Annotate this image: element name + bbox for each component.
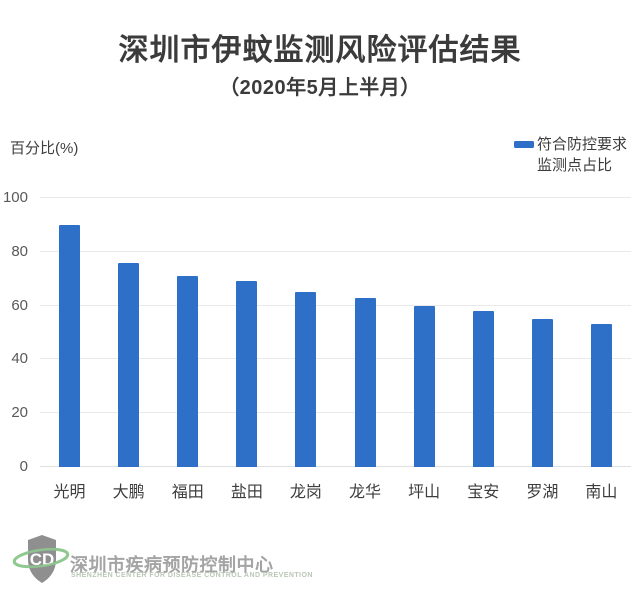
x-tick-label-罗湖: 罗湖 xyxy=(526,484,559,501)
x-tick-label-龙岗: 龙岗 xyxy=(289,484,322,501)
bar-盐田 xyxy=(236,281,258,467)
bar-坪山 xyxy=(413,305,435,467)
x-tick-label-宝安: 宝安 xyxy=(467,484,500,501)
gridline-60 xyxy=(40,304,631,306)
bar-宝安 xyxy=(472,310,494,467)
y-tick-label-60: 60 xyxy=(11,296,28,314)
legend-swatch xyxy=(514,141,534,148)
x-tick-label-大鹏: 大鹏 xyxy=(112,484,145,501)
legend-label-line2: 监测点占比 xyxy=(537,157,613,174)
plot-area: 光明 大鹏 福田 盐田 龙岗 龙华 坪山 宝安 罗湖 南山 0 20 40 60 80 100 xyxy=(3,189,631,501)
x-axis-labels: 光明 大鹏 福田 盐田 龙岗 龙华 坪山 宝安 罗湖 南山 xyxy=(40,478,631,501)
legend-label-line1: 符合防控要求 xyxy=(537,136,628,153)
bar-龙华 xyxy=(354,297,376,467)
bar-龙岗 xyxy=(295,292,317,467)
y-tick-label-0: 0 xyxy=(19,458,28,475)
gridline-40 xyxy=(40,358,631,360)
bar-罗湖 xyxy=(531,319,553,467)
legend-label: 符合防控要求 监测点占比 xyxy=(537,134,627,176)
cdc-shield-logo-icon: CD xyxy=(12,535,70,583)
legend: 符合防控要求 监测点占比 xyxy=(514,134,627,176)
footer: CD 深圳市疾病预防控制中心 SHENZHEN CENTER FOR DISEA… xyxy=(0,528,640,597)
org-name-cn: 深圳市疾病预防控制中心 xyxy=(70,555,274,575)
x-tick-label-龙华: 龙华 xyxy=(349,484,382,501)
page-subtitle: （2020年5月上半月） xyxy=(219,77,421,99)
y-axis-unit-label: 百分比(%) xyxy=(10,140,79,157)
x-tick-label-坪山: 坪山 xyxy=(408,484,441,501)
y-tick-label-100: 100 xyxy=(2,189,28,206)
gridline-20 xyxy=(40,412,631,414)
bar-光明 xyxy=(59,224,81,467)
page-title: 深圳市伊蚊监测风险评估结果 xyxy=(118,34,522,67)
org-name-en: SHENZHEN CENTER FOR DISEASE CONTROL AND … xyxy=(71,572,313,579)
bar-南山 xyxy=(590,324,612,467)
x-tick-label-盐田: 盐田 xyxy=(230,484,263,501)
gridline-100 xyxy=(40,197,631,198)
y-tick-label-20: 20 xyxy=(11,404,28,422)
y-tick-label-80: 80 xyxy=(11,242,28,260)
x-tick-label-福田: 福田 xyxy=(171,484,204,501)
gridline-0 xyxy=(40,466,631,467)
gridline-80 xyxy=(40,250,631,252)
x-tick-label-南山: 南山 xyxy=(585,484,618,501)
bar-大鹏 xyxy=(118,262,140,467)
bar-福田 xyxy=(177,276,199,467)
x-tick-label-光明: 光明 xyxy=(53,484,86,501)
y-tick-label-40: 40 xyxy=(11,350,28,368)
